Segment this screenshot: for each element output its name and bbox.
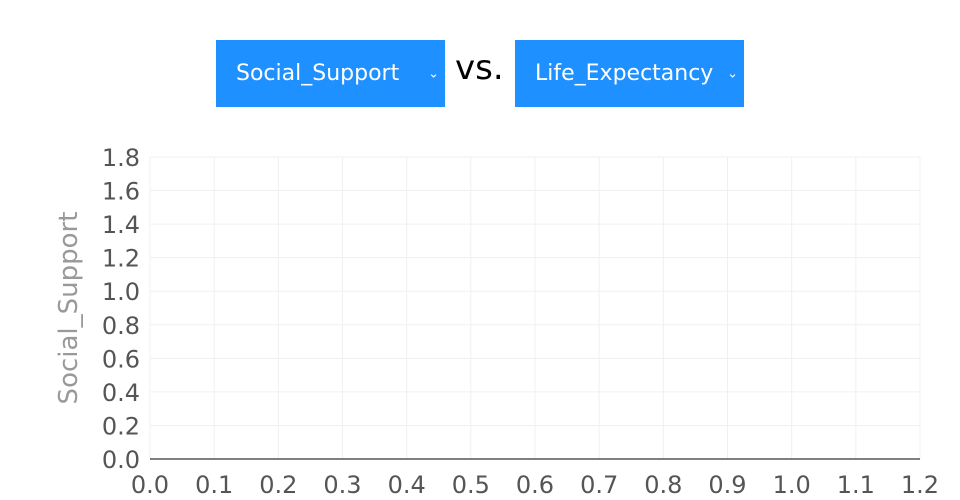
x-tick-label-8: 0.8 <box>644 471 682 499</box>
y-tick-label-6: 1.2 <box>102 245 140 273</box>
x-tick-label-6: 0.6 <box>516 471 554 499</box>
x-tick-label-3: 0.3 <box>323 471 361 499</box>
chevron-down-icon: ⌄ <box>727 66 738 81</box>
x-tick-label-10: 1.0 <box>773 471 811 499</box>
x-tick-label-0: 0.0 <box>131 471 169 499</box>
y-tick-label-3: 0.6 <box>102 345 140 373</box>
grid-lines <box>149 156 921 460</box>
x-variable-select[interactable]: Social_Support ⌄ <box>216 40 445 107</box>
x-tick-label-12: 1.2 <box>901 471 939 499</box>
x-tick-label-7: 0.7 <box>580 471 618 499</box>
y-variable-select[interactable]: Life_Expectancy ⌄ <box>515 40 744 107</box>
x-tick-label-9: 0.9 <box>708 471 746 499</box>
y-variable-label: Life_Expectancy <box>535 61 714 86</box>
y-axis-ticks: 0.0 0.2 0.4 0.6 0.8 1.0 1.2 1.4 1.6 1.8 <box>102 144 140 474</box>
x-tick-label-2: 0.2 <box>259 471 297 499</box>
x-variable-label: Social_Support <box>236 61 400 86</box>
x-tick-label-5: 0.5 <box>452 471 490 499</box>
x-tick-label-1: 0.1 <box>195 471 233 499</box>
y-tick-label-7: 1.4 <box>102 211 140 239</box>
y-tick-label-8: 1.6 <box>102 178 140 206</box>
vs-label: vs. <box>455 48 504 88</box>
y-tick-label-9: 1.8 <box>102 144 140 172</box>
x-tick-label-11: 1.1 <box>837 471 875 499</box>
y-tick-label-0: 0.0 <box>102 446 140 474</box>
chevron-down-icon: ⌄ <box>428 66 439 81</box>
x-axis-ticks: 0.0 0.1 0.2 0.3 0.4 0.5 0.6 0.7 0.8 0.9 1.0 1.1 1.2 <box>131 471 939 499</box>
y-tick-label-1: 0.2 <box>102 412 140 440</box>
y-tick-label-2: 0.4 <box>102 379 140 407</box>
y-tick-label-4: 0.8 <box>102 312 140 340</box>
x-tick-label-4: 0.4 <box>388 471 426 499</box>
y-axis-title: Social_Support <box>54 212 84 405</box>
y-tick-label-5: 1.0 <box>102 278 140 306</box>
